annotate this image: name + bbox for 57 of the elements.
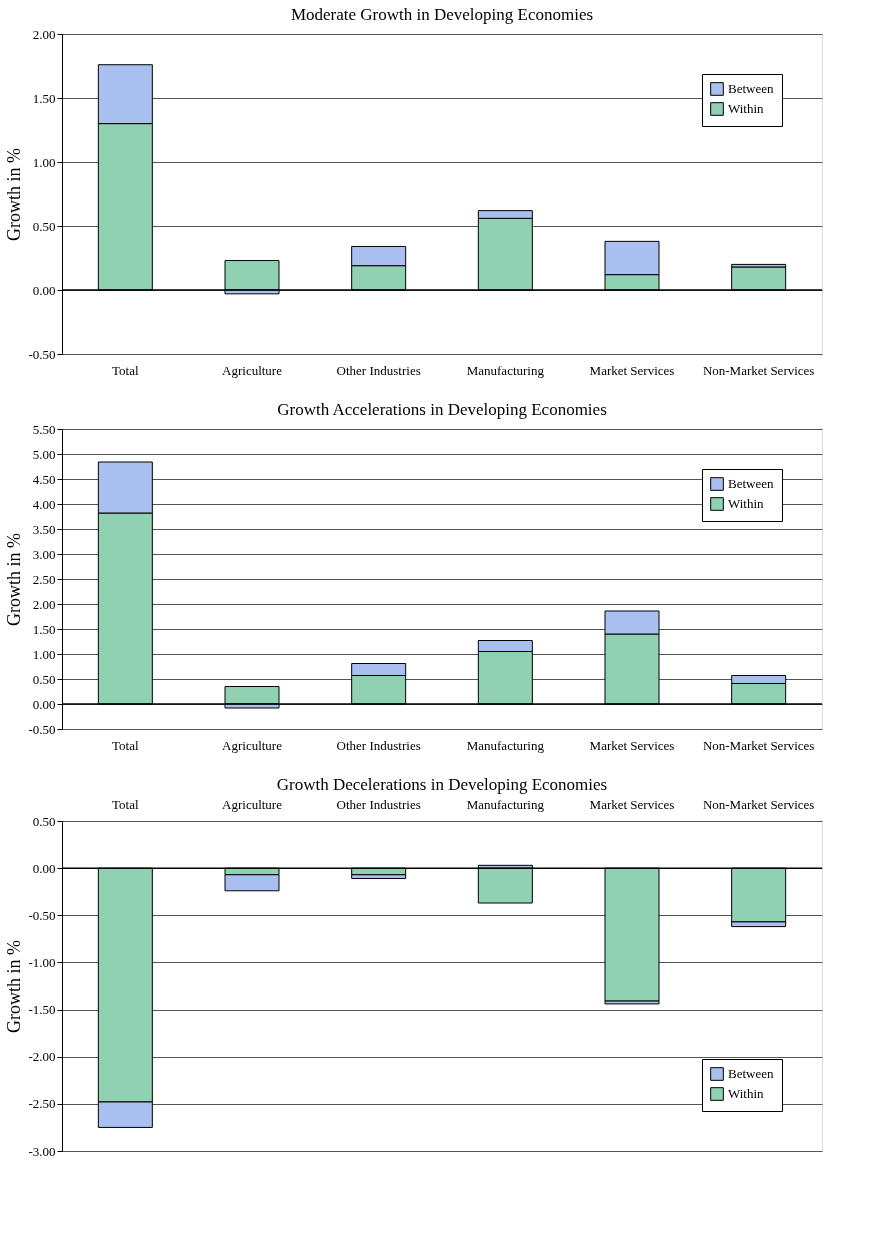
y-axis-title: Growth in % xyxy=(4,533,25,626)
y-tick-label: 0.50 xyxy=(32,218,56,234)
y-tick-label: -0.50 xyxy=(28,721,56,737)
y-tick-label: 0.50 xyxy=(32,671,56,687)
legend-label: Between xyxy=(728,476,774,491)
y-tick-label: 1.00 xyxy=(32,154,56,170)
y-tick-label: -2.50 xyxy=(28,1096,56,1112)
x-tick-label: Agriculture xyxy=(222,796,283,812)
x-tick-label: Non-Market Services xyxy=(702,737,815,753)
x-tick-label: Total xyxy=(112,737,139,753)
y-tick-label: 4.50 xyxy=(32,471,56,487)
x-tick-label: Market Services xyxy=(589,362,675,378)
y-tick-label: 1.50 xyxy=(32,90,56,106)
x-tick-label: Manufacturing xyxy=(466,737,545,753)
y-tick-label: 3.00 xyxy=(32,546,56,562)
x-tick-label: Manufacturing xyxy=(466,796,545,812)
y-tick-label: 0.00 xyxy=(32,282,56,298)
y-tick-label: 2.00 xyxy=(32,596,56,612)
y-tick-label: 0.00 xyxy=(32,696,56,712)
x-tick-label: Other Industries xyxy=(336,362,421,378)
y-tick-label: 0.00 xyxy=(32,860,56,876)
y-tick-label: 5.50 xyxy=(32,421,56,437)
chart-title: Growth Decelerations in Developing Economies xyxy=(276,775,608,794)
x-tick-label: Total xyxy=(112,796,139,812)
y-tick-label: 2.00 xyxy=(32,26,56,42)
x-tick-label: Agriculture xyxy=(222,737,283,753)
y-axis-title: Growth in % xyxy=(4,148,25,241)
y-tick-label: -1.50 xyxy=(28,1002,56,1018)
y-tick-label: -1.00 xyxy=(28,954,56,970)
x-tick-label: Other Industries xyxy=(336,796,421,812)
y-tick-label: 2.50 xyxy=(32,571,56,587)
legend-label: Between xyxy=(728,81,774,96)
y-tick-label: 0.50 xyxy=(32,813,56,829)
y-tick-label: -0.50 xyxy=(28,346,56,362)
y-tick-label: 1.50 xyxy=(32,621,56,637)
x-tick-label: Total xyxy=(112,362,139,378)
y-tick-label: 3.50 xyxy=(32,521,56,537)
legend-label: Within xyxy=(728,496,765,511)
y-tick-label: 1.00 xyxy=(32,646,56,662)
y-axis-title: Growth in % xyxy=(4,940,25,1033)
x-tick-label: Non-Market Services xyxy=(702,362,815,378)
y-tick-label: -0.50 xyxy=(28,907,56,923)
y-tick-label: 5.00 xyxy=(32,446,56,462)
legend-label: Between xyxy=(728,1066,774,1081)
y-tick-label: 4.00 xyxy=(32,496,56,512)
x-tick-label: Non-Market Services xyxy=(702,796,815,812)
chart-title: Moderate Growth in Developing Economies xyxy=(290,5,594,24)
x-tick-label: Agriculture xyxy=(222,362,283,378)
x-tick-label: Market Services xyxy=(589,737,675,753)
legend-label: Within xyxy=(728,1086,765,1101)
x-tick-label: Manufacturing xyxy=(466,362,545,378)
chart-title: Growth Accelerations in Developing Economies xyxy=(277,400,607,419)
y-tick-label: -2.00 xyxy=(28,1049,56,1065)
y-tick-label: -3.00 xyxy=(28,1143,56,1159)
legend-label: Within xyxy=(728,101,765,116)
x-tick-label: Market Services xyxy=(589,796,675,812)
x-tick-label: Other Industries xyxy=(336,737,421,753)
